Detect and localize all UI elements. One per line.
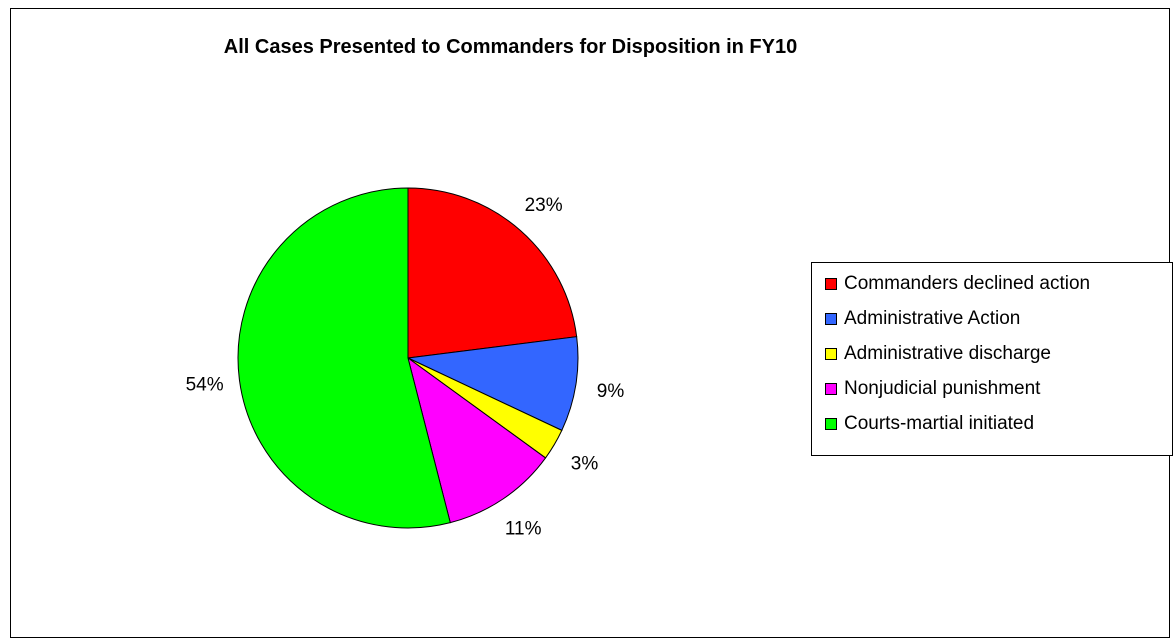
- legend-item-courts-martial-initiated: Courts-martial initiated: [825, 412, 1034, 436]
- pie-slice-courts-martial-initiated: [237, 187, 451, 529]
- pie-slice-commanders-declined-action: [407, 187, 578, 359]
- legend-item-administrative-discharge: Administrative discharge: [825, 342, 1051, 366]
- legend-label: Administrative Action: [844, 308, 1021, 329]
- legend-swatch: [825, 383, 837, 395]
- data-label-administrative-action: 9%: [597, 381, 625, 402]
- data-label-administrative-discharge: 3%: [571, 453, 599, 474]
- chart-title: All Cases Presented to Commanders for Di…: [223, 36, 798, 58]
- legend-label: Nonjudicial punishment: [844, 378, 1041, 399]
- legend-item-nonjudicial-punishment: Nonjudicial punishment: [825, 377, 1040, 401]
- legend-swatch: [825, 313, 837, 325]
- data-label-nonjudicial-punishment: 11%: [505, 519, 542, 540]
- legend-swatch: [825, 348, 837, 360]
- legend: Commanders declined action Administrativ…: [811, 262, 1173, 456]
- legend-item-commanders-declined-action: Commanders declined action: [825, 272, 1090, 296]
- pie-slice-nonjudicial-punishment: [407, 356, 547, 524]
- data-label-courts-martial-initiated: 54%: [186, 375, 224, 396]
- legend-swatch: [825, 418, 837, 430]
- legend-swatch: [825, 278, 837, 290]
- data-label-commanders-declined-action: 23%: [525, 195, 563, 216]
- legend-label: Commanders declined action: [844, 273, 1091, 294]
- legend-item-administrative-action: Administrative Action: [825, 307, 1020, 331]
- legend-label: Courts-martial initiated: [844, 413, 1035, 434]
- legend-label: Administrative discharge: [844, 343, 1051, 364]
- pie-slice-administrative-action: [406, 336, 579, 432]
